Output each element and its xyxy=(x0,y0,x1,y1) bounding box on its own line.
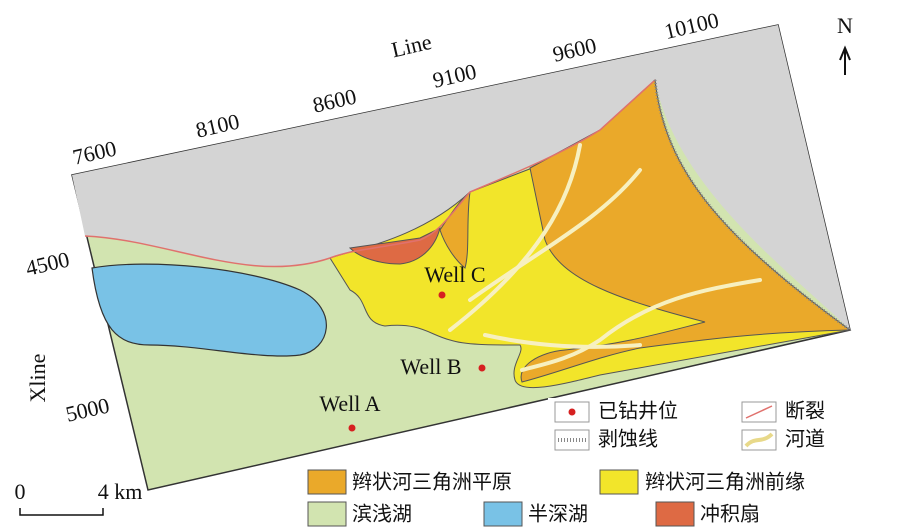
legend-bg xyxy=(548,398,868,460)
legend-label: 剥蚀线 xyxy=(598,427,658,451)
legend-swatch xyxy=(307,469,347,495)
scale-start: 0 xyxy=(15,479,26,504)
legend-label: 已钻井位 xyxy=(598,399,678,423)
well-label: Well C xyxy=(424,262,485,287)
legend-swatch xyxy=(744,432,774,448)
legend-swatch xyxy=(554,429,590,451)
eroded-area xyxy=(72,25,850,330)
legend-swatch xyxy=(655,501,695,527)
erosion-line xyxy=(653,79,851,332)
north-label: N xyxy=(837,13,853,38)
legend-label: 辫状河三角洲平原 xyxy=(352,470,512,494)
legend-swatch xyxy=(307,501,347,527)
xline-tick-label: 4500 xyxy=(23,246,71,280)
well-label: Well B xyxy=(400,354,461,379)
line-tick-label: 8100 xyxy=(193,108,241,142)
xline-tick-label: 5000 xyxy=(63,392,111,426)
legend-swatch xyxy=(483,501,523,527)
scale-bar xyxy=(19,508,104,516)
well-dot xyxy=(348,424,356,432)
line-tick-label: 9100 xyxy=(430,58,478,92)
well-dot xyxy=(438,291,446,299)
deep-lake-area xyxy=(91,263,327,357)
north-arrow xyxy=(839,45,851,75)
legend-label: 冲积扇 xyxy=(700,502,760,526)
xline-title: Xline xyxy=(25,354,50,403)
line-title: Line xyxy=(389,29,434,62)
legend-swatch xyxy=(745,405,773,419)
delta-plain-area xyxy=(439,190,471,269)
legend-label: 河道 xyxy=(785,427,825,451)
legend-label: 滨浅湖 xyxy=(352,502,412,526)
legend-swatch xyxy=(599,469,639,495)
legend-label: 断裂 xyxy=(785,399,825,423)
line-tick-label: 8600 xyxy=(310,83,358,117)
erosion-line xyxy=(84,79,656,268)
legend-swatch xyxy=(568,408,576,416)
legend-label: 辫状河三角洲前缘 xyxy=(645,470,805,494)
legend-label: 半深湖 xyxy=(528,502,588,526)
well-dot xyxy=(478,364,486,372)
well-label: Well A xyxy=(319,391,380,416)
alluvial-fan-area xyxy=(348,227,441,265)
scale-end: 4 km xyxy=(98,479,143,504)
line-tick-label: 7600 xyxy=(70,135,118,169)
line-tick-label: 9600 xyxy=(550,32,598,66)
channels xyxy=(448,143,762,372)
